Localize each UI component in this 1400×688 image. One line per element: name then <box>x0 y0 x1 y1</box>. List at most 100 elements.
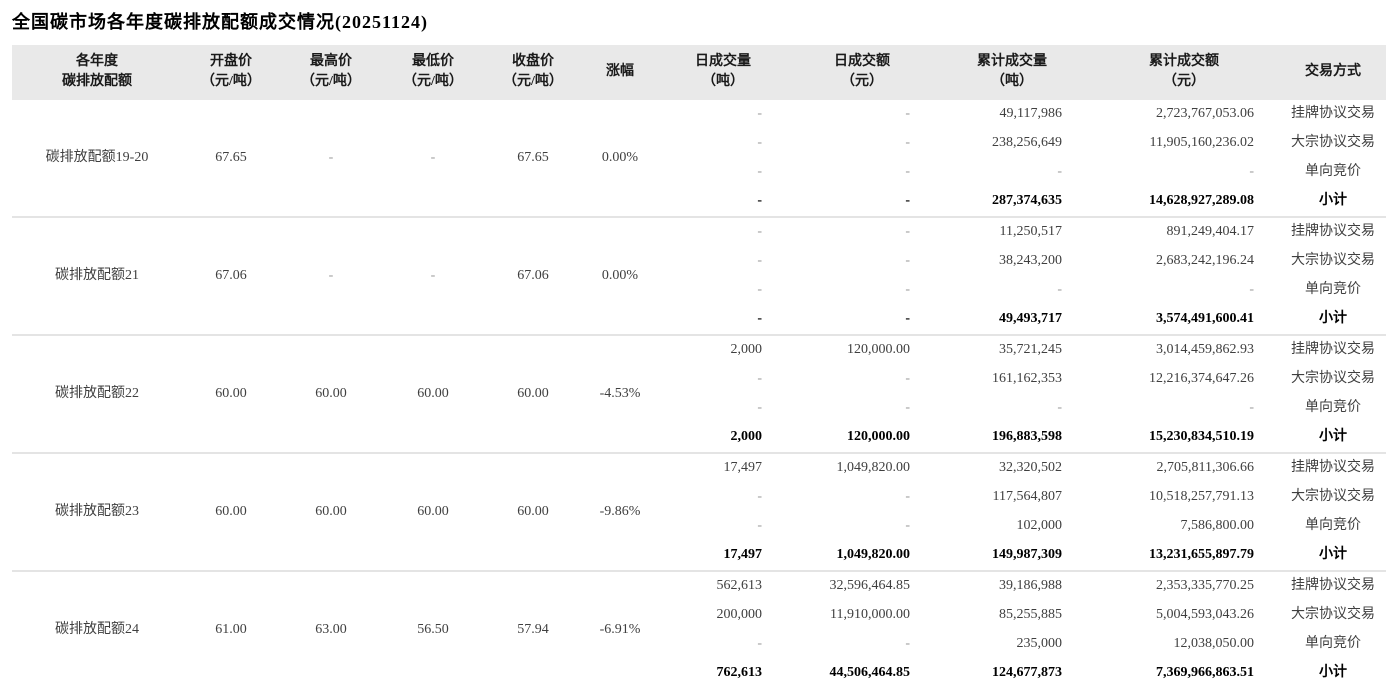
quota-table: 各年度 碳排放配额 开盘价 （元/吨） 最高价 （元/吨） 最低价 （元/吨） 收盘价（… <box>12 44 1386 688</box>
trade-row: 碳排放配额23 60.00 60.00 60.00 60.00 -9.86% 17,497 1… <box>12 451 1386 571</box>
quota-name-cell: 碳排放配额22 <box>12 333 182 453</box>
cumulative-amount-cell: 2,353,335,770.25 <box>1088 569 1280 601</box>
change-percent-cell: -6.91% <box>582 569 658 688</box>
cumulative-amount-cell: 10,518,257,791.13 <box>1149 489 1254 505</box>
page-title: 全国碳市场各年度碳排放配额成交情况(20251124) <box>12 12 428 32</box>
cumulative-amount-cell: 12,216,374,647.26 <box>1149 371 1254 387</box>
quota-name-cell: 碳排放配额19-20 <box>45 149 149 165</box>
daily-volume-cell: - <box>757 164 762 180</box>
cumulative-volume-cell: 49,117,986 <box>999 106 1062 122</box>
close-price-cell: 60.00 <box>484 333 582 453</box>
trade-method-cell: 小计 <box>1319 665 1347 681</box>
daily-amount-cell: 44,506,464.85 <box>829 665 911 681</box>
header-close: 收盘价 （元/吨） <box>503 53 563 90</box>
cumulative-volume-cell: - <box>1057 400 1062 416</box>
change-percent-cell: 0.00% <box>582 215 658 335</box>
daily-volume-cell: - <box>757 106 762 122</box>
header-open: 开盘价 （元/吨） <box>201 53 261 90</box>
daily-amount-cell: - <box>905 164 910 180</box>
daily-amount-cell: 11,910,000.00 <box>830 607 910 623</box>
daily-volume-cell: 200,000 <box>716 607 763 623</box>
daily-volume-cell: - <box>757 311 762 327</box>
close-price-cell: 67.65 <box>517 149 549 165</box>
header-quota: 各年度 碳排放配额 <box>62 53 132 90</box>
trade-row: - - - - 单向竞价 <box>12 394 1386 423</box>
trade-method-cell: 挂牌协议交易 <box>1280 215 1386 247</box>
daily-volume-cell: - <box>757 193 762 209</box>
cumulative-amount-cell: 11,905,160,236.02 <box>1149 135 1254 151</box>
daily-volume-cell: - <box>757 282 762 298</box>
daily-volume-cell: 562,613 <box>658 569 788 601</box>
trade-method-cell: 单向竞价 <box>1305 518 1361 534</box>
trade-row: - - - - 单向竞价 <box>12 158 1386 187</box>
trade-method-cell: 大宗协议交易 <box>1291 135 1375 151</box>
subtotal-row: - - 287,374,635 14,628,927,289.08 小计 <box>12 187 1386 217</box>
daily-volume-cell: - <box>757 371 762 387</box>
daily-amount-cell: - <box>905 193 910 209</box>
trade-method-cell: 大宗协议交易 <box>1291 253 1375 269</box>
trade-row: - - 117,564,807 10,518,257,791.13 大宗协议交易 <box>12 483 1386 512</box>
trade-method-cell: 挂牌协议交易 <box>1291 106 1375 122</box>
trade-row: - - 235,000 12,038,050.00 单向竞价 <box>12 630 1386 659</box>
daily-amount-cell: - <box>905 135 910 151</box>
cumulative-volume-cell: 124,677,873 <box>992 665 1062 681</box>
cumulative-amount-cell: - <box>1249 400 1254 416</box>
cumulative-volume-cell: 287,374,635 <box>992 193 1062 209</box>
trade-row: 碳排放配额21 67.06- -67.06 0.00% - -11,250,517 891,… <box>12 215 1386 335</box>
daily-volume-cell: - <box>757 489 762 505</box>
subtotal-row: 17,497 1,049,820.00 149,987,309 13,231,655,… <box>12 541 1386 571</box>
cumulative-amount-cell: 7,586,800.00 <box>1180 518 1255 534</box>
open-price-cell: 60.00 <box>182 333 280 453</box>
daily-volume-cell: 2,000 <box>730 429 763 445</box>
cumulative-amount-cell: 13,231,655,897.79 <box>1149 547 1254 563</box>
high-price-cell: 60.00 <box>280 451 382 571</box>
high-price-cell: - <box>280 215 382 335</box>
table-header: 各年度 碳排放配额 开盘价 （元/吨） 最高价 （元/吨） 最低价 （元/吨） 收盘价（… <box>12 44 1386 100</box>
trade-method-cell: 单向竞价 <box>1305 282 1361 298</box>
high-price-cell: 63.00 <box>280 569 382 688</box>
cumulative-amount-cell: 2,723,767,053.06 <box>1156 106 1254 122</box>
cumulative-volume-cell: 11,250,517 <box>936 215 1088 247</box>
open-price-cell: 61.00 <box>182 569 280 688</box>
daily-volume-cell: 762,613 <box>716 665 763 681</box>
trade-method-cell: 大宗协议交易 <box>1291 489 1375 505</box>
daily-amount-cell: - <box>788 215 936 247</box>
cumulative-amount-cell: - <box>1249 164 1254 180</box>
daily-volume-cell: - <box>757 636 762 652</box>
close-price-cell: 67.06 <box>484 215 582 335</box>
header-cum-amount: 累计成交额 （元） <box>1149 53 1219 90</box>
trade-row: - - 102,000 7,586,800.00 单向竞价 <box>12 512 1386 541</box>
header-trade-method: 交易方式 <box>1305 63 1361 79</box>
trade-method-cell: 挂牌协议交易 <box>1280 333 1386 365</box>
cumulative-amount-cell: 891,249,404.17 <box>1088 215 1280 247</box>
cumulative-volume-cell: 117,564,807 <box>992 489 1062 505</box>
daily-amount-cell: - <box>905 253 910 269</box>
low-price-cell: - <box>382 215 484 335</box>
daily-amount-cell: - <box>905 400 910 416</box>
cumulative-volume-cell: 35,721,245 <box>936 333 1088 365</box>
trade-row: - - 161,162,353 12,216,374,647.26 大宗协议交易 <box>12 365 1386 394</box>
header-daily-amount: 日成交额 （元） <box>834 53 890 90</box>
trade-method-cell: 单向竞价 <box>1305 400 1361 416</box>
daily-volume-cell: - <box>757 518 762 534</box>
daily-amount-cell: - <box>905 282 910 298</box>
change-percent-cell: -9.86% <box>582 451 658 571</box>
trade-method-cell: 单向竞价 <box>1305 164 1361 180</box>
low-price-cell: - <box>430 149 436 165</box>
header-low: 最低价 （元/吨） <box>403 53 463 90</box>
daily-volume-cell: - <box>658 215 788 247</box>
cumulative-volume-cell: 85,255,885 <box>999 607 1062 623</box>
daily-amount-cell: 1,049,820.00 <box>788 451 936 483</box>
header-high: 最高价 （元/吨） <box>301 53 361 90</box>
close-price-cell: 57.94 <box>484 569 582 688</box>
daily-volume-cell: - <box>757 253 762 269</box>
trade-method-cell: 大宗协议交易 <box>1291 607 1375 623</box>
daily-amount-cell: 120,000.00 <box>847 429 910 445</box>
cumulative-amount-cell: 12,038,050.00 <box>1173 636 1255 652</box>
trade-method-cell: 小计 <box>1319 429 1347 445</box>
daily-amount-cell: - <box>905 636 910 652</box>
trade-row: 碳排放配额19-20 67.65 - - 67.65 0.00% - - 49,117,986 2… <box>12 100 1386 165</box>
low-price-cell: 56.50 <box>382 569 484 688</box>
cumulative-volume-cell: 149,987,309 <box>992 547 1062 563</box>
